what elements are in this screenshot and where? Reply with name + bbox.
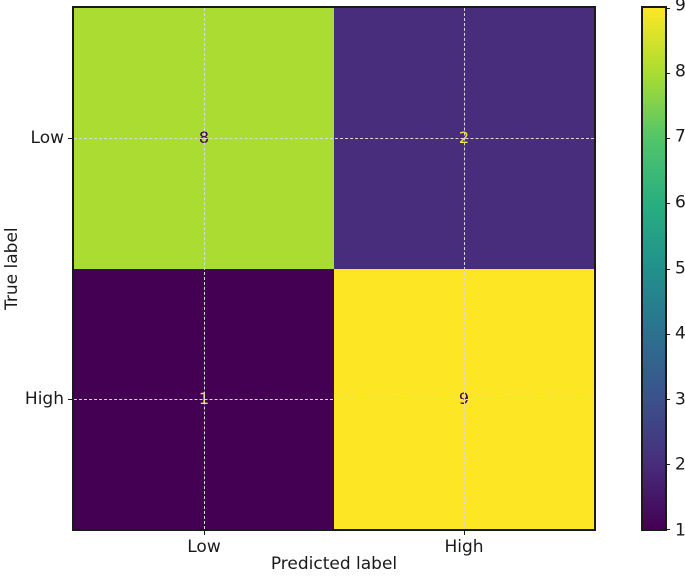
colorbar-tick-mark xyxy=(665,203,670,205)
x-tick-mark-high xyxy=(464,529,465,535)
colorbar-tick-label: 1 xyxy=(675,520,685,541)
colorbar-tick-mark xyxy=(665,8,670,9)
x-tick-mark-low xyxy=(204,529,205,535)
y-tick-mark-low xyxy=(68,138,74,140)
heatmap-cell-true-low-pred-low: 8 xyxy=(74,8,334,269)
colorbar-tick-label: 9 xyxy=(675,0,685,16)
colorbar-tick-mark xyxy=(665,529,670,530)
colorbar-tick-mark xyxy=(665,73,670,75)
colorbar-tick-label: 5 xyxy=(675,258,685,278)
colorbar-tick-label: 7 xyxy=(675,126,685,147)
colorbar-tick-label: 2 xyxy=(675,454,685,475)
heatmap-cell-true-high-pred-low: 1 xyxy=(74,268,334,529)
x-tick-label-high: High xyxy=(444,537,484,557)
colorbar-tick-mark xyxy=(665,463,670,465)
colorbar-tick-mark xyxy=(665,398,670,400)
colorbar-tick-label: 6 xyxy=(675,192,685,213)
y-tick-label-low: Low xyxy=(30,128,64,149)
colorbar-tick-mark xyxy=(665,138,670,140)
colorbar-tick-label: 4 xyxy=(675,323,685,344)
heatmap-cells: 8 2 1 9 xyxy=(74,8,594,529)
y-axis-label: True label xyxy=(2,227,22,310)
cell-value: 1 xyxy=(198,388,210,408)
x-tick-label-low: Low xyxy=(187,537,221,557)
colorbar-tick-mark xyxy=(665,333,670,335)
heatmap-plot: 8 2 1 9 Low High Low High xyxy=(25,6,596,557)
x-axis-label: Predicted label xyxy=(270,554,398,574)
cell-value: 2 xyxy=(458,128,470,148)
colorbar-tick-mark xyxy=(665,268,670,270)
cell-value: 8 xyxy=(198,128,210,148)
cell-value: 9 xyxy=(458,388,470,408)
colorbar xyxy=(641,6,670,531)
heatmap-cell-true-low-pred-high: 2 xyxy=(334,8,594,269)
y-tick-label-high: High xyxy=(24,388,64,409)
colorbar-tick-label: 8 xyxy=(675,61,685,82)
y-tick-mark-high xyxy=(68,398,74,400)
heatmap-cell-true-high-pred-high: 9 xyxy=(334,268,594,529)
colorbar-tick-label: 3 xyxy=(675,389,685,410)
